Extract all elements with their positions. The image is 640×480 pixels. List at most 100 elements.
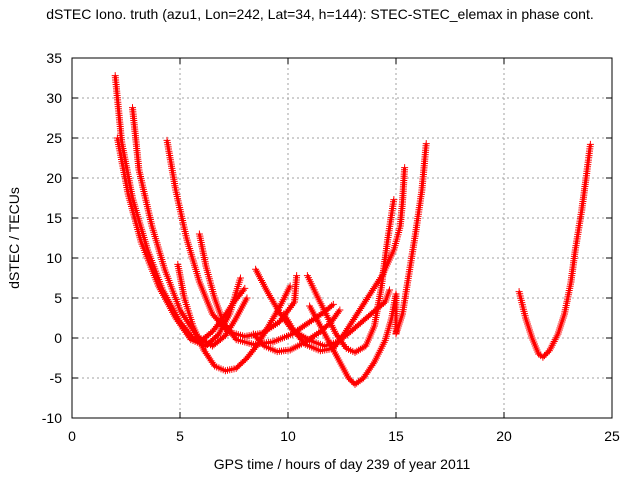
plus-marker-run — [571, 208, 585, 254]
plus-marker-run — [202, 262, 218, 300]
y-tick-label: 0 — [54, 330, 62, 346]
series-13 — [515, 140, 594, 361]
plus-marker — [336, 306, 344, 314]
plus-marker-run — [383, 198, 397, 246]
plus-marker-run — [208, 310, 230, 334]
plus-marker-run — [515, 288, 529, 320]
x-tick-label: 0 — [68, 428, 76, 444]
plus-marker-run — [195, 278, 216, 316]
chart-title: dSTEC Iono. truth (azu1, Lon=242, Lat=34… — [46, 6, 594, 22]
y-tick-label: -10 — [42, 410, 62, 426]
plus-marker-run — [252, 265, 269, 292]
plus-marker-run — [273, 346, 292, 356]
plus-marker-run — [291, 274, 300, 306]
plus-marker-run — [353, 292, 373, 318]
marks-layer — [111, 72, 594, 388]
plus-marker-run — [312, 290, 330, 318]
x-tick-label: 10 — [280, 428, 296, 444]
y-tick-label: 35 — [46, 50, 62, 66]
plus-marker-run — [405, 232, 419, 278]
plus-marker-run — [161, 266, 183, 312]
plus-marker-run — [303, 272, 319, 296]
plus-marker-run — [219, 318, 239, 342]
plus-marker-run — [418, 142, 430, 194]
plus-marker-run — [399, 272, 413, 318]
plus-marker — [390, 196, 398, 204]
plus-marker-run — [301, 329, 322, 346]
plus-marker-run — [111, 72, 125, 144]
plus-marker-run — [154, 282, 179, 320]
series-11 — [306, 290, 400, 388]
plus-marker — [236, 274, 244, 282]
plus-marker-run — [275, 284, 293, 312]
plus-marker-run — [269, 331, 294, 346]
plus-marker-run — [135, 166, 155, 228]
plus-marker-run — [189, 322, 207, 352]
plus-marker-run — [243, 342, 260, 362]
plus-marker-run — [567, 248, 579, 286]
plus-marker-run — [340, 312, 360, 338]
plus-marker-run — [390, 224, 404, 254]
plus-marker — [401, 164, 409, 172]
series-2 — [129, 104, 251, 350]
x-tick-label: 15 — [388, 428, 404, 444]
x-tick-label: 20 — [496, 428, 512, 444]
plus-marker-run — [129, 104, 143, 172]
y-tick-label: -5 — [50, 370, 63, 386]
plus-marker — [241, 284, 249, 292]
plus-marker — [586, 140, 594, 148]
plus-marker-run — [211, 362, 227, 374]
plus-marker — [422, 140, 430, 148]
plus-marker-run — [306, 302, 321, 324]
plus-marker-run — [379, 248, 397, 278]
plus-marker-run — [195, 230, 209, 268]
plus-marker-run — [554, 312, 568, 338]
y-tick-label: 15 — [46, 210, 62, 226]
ticks-layer: 0 5 10 15 20 25 -10 -5 0 5 10 15 20 25 30 35 — [42, 50, 620, 444]
plus-marker-run — [342, 344, 357, 355]
plus-marker — [243, 294, 251, 302]
plus-marker — [386, 286, 394, 294]
plus-marker-run — [249, 330, 267, 348]
plus-marker-run — [392, 312, 406, 338]
plus-marker-run — [113, 134, 132, 196]
plus-marker-run — [347, 318, 366, 336]
plus-marker-run — [362, 324, 377, 350]
plus-marker-run — [336, 358, 351, 380]
series-5 — [174, 260, 294, 375]
plus-marker-run — [351, 375, 366, 388]
plus-marker-run — [226, 276, 244, 318]
plus-marker-run — [180, 294, 196, 328]
plus-marker-run — [535, 350, 545, 360]
plus-marker-run — [396, 200, 406, 230]
plus-marker — [293, 272, 301, 280]
plus-marker-run — [351, 343, 368, 356]
x-axis-label: GPS time / hours of day 239 of year 2011 — [213, 456, 471, 472]
plus-marker-run — [582, 143, 594, 182]
plus-marker — [329, 300, 337, 308]
plus-marker-run — [286, 339, 307, 354]
y-tick-label: 25 — [46, 130, 62, 146]
plus-marker-run — [183, 234, 203, 284]
x-tick-label: 5 — [176, 428, 184, 444]
plus-marker-run — [137, 238, 162, 288]
plus-marker-run — [172, 314, 193, 342]
plus-marker-run — [545, 332, 561, 355]
plus-marker-run — [381, 288, 393, 306]
plus-marker-run — [232, 356, 249, 372]
plus-marker-run — [578, 176, 590, 214]
plus-marker-run — [370, 338, 388, 366]
plus-marker-run — [360, 360, 377, 382]
y-tick-label: 20 — [46, 170, 62, 186]
plus-marker-run — [200, 346, 217, 368]
plus-marker-run — [172, 186, 190, 240]
plus-marker-run — [325, 338, 343, 364]
plot-frame — [71, 57, 613, 419]
plus-marker-run — [314, 318, 332, 344]
y-tick-label: 10 — [46, 250, 62, 266]
x-tick-label: 25 — [604, 428, 620, 444]
y-tick-label: 5 — [54, 290, 62, 306]
plus-marker-run — [370, 288, 384, 330]
plus-marker-run — [174, 260, 188, 300]
